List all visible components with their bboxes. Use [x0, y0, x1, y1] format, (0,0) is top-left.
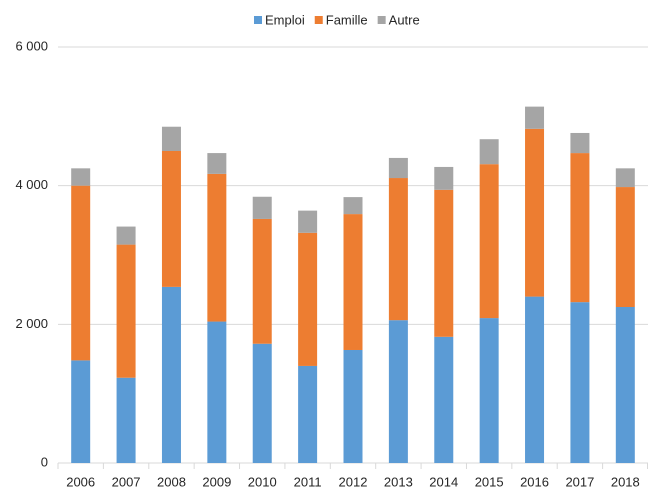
bar-segment — [252, 196, 272, 219]
bar-segment — [388, 320, 408, 463]
bar-segment — [434, 336, 454, 463]
y-tick-label: 0 — [41, 454, 48, 469]
legend-swatch — [377, 16, 386, 24]
bar-segment — [434, 166, 454, 190]
x-tick-label: 2009 — [202, 474, 231, 488]
x-tick-label: 2016 — [520, 474, 549, 488]
x-tick-label: 2017 — [565, 474, 594, 488]
bar-segment — [252, 343, 272, 463]
bar-segment — [615, 187, 635, 307]
x-tick-label: 2008 — [157, 474, 186, 488]
bar-segment — [116, 226, 136, 245]
bar-segment — [298, 232, 318, 366]
bar-segment — [434, 189, 454, 337]
bar-segment — [116, 377, 136, 463]
bar-segment — [207, 173, 227, 322]
bar-segment — [71, 168, 91, 186]
bar-segment — [343, 214, 363, 350]
bar-segment — [71, 360, 91, 463]
bar-segment — [570, 153, 590, 303]
bar-segment — [116, 244, 136, 378]
bar-segment — [388, 157, 408, 179]
y-tick-label: 6 000 — [15, 38, 48, 53]
legend-swatch — [254, 16, 262, 24]
x-tick-label: 2013 — [384, 474, 413, 488]
y-tick-label: 2 000 — [15, 316, 48, 331]
bar-segment — [479, 164, 499, 319]
bar-segment — [207, 153, 227, 174]
x-tick-label: 2015 — [475, 474, 504, 488]
bar-segment — [161, 151, 181, 287]
legend-label: Famille — [326, 12, 368, 27]
bar-segment — [570, 132, 590, 154]
bar-segment — [161, 126, 181, 151]
bar-segment — [525, 296, 545, 463]
legend-swatch — [314, 16, 323, 24]
bar-segment — [252, 218, 272, 344]
bar-segment — [525, 106, 545, 129]
bar-segment — [298, 210, 318, 233]
bar-segment — [71, 185, 91, 361]
bar-segment — [298, 365, 318, 463]
bar-segment — [615, 307, 635, 463]
bar-segment — [161, 286, 181, 463]
x-tick-label: 2012 — [339, 474, 368, 488]
bar-segment — [343, 349, 363, 463]
bar-segment — [570, 302, 590, 463]
bar-segment — [615, 168, 635, 188]
bar-segment — [479, 139, 499, 165]
legend-label: Autre — [389, 12, 420, 27]
bar-segment — [479, 318, 499, 463]
x-tick-label: 2011 — [294, 474, 322, 488]
y-tick-label: 4 000 — [15, 177, 48, 192]
x-tick-label: 2018 — [611, 474, 640, 488]
x-tick-label: 2006 — [66, 474, 95, 488]
bar-segment — [388, 178, 408, 321]
x-tick-label: 2007 — [112, 474, 141, 488]
x-tick-label: 2014 — [429, 474, 458, 488]
bar-segment — [343, 197, 363, 215]
x-tick-label: 2010 — [248, 474, 277, 488]
legend-label: Emploi — [265, 12, 305, 27]
bar-segment — [525, 128, 545, 297]
bar-segment — [207, 321, 227, 463]
